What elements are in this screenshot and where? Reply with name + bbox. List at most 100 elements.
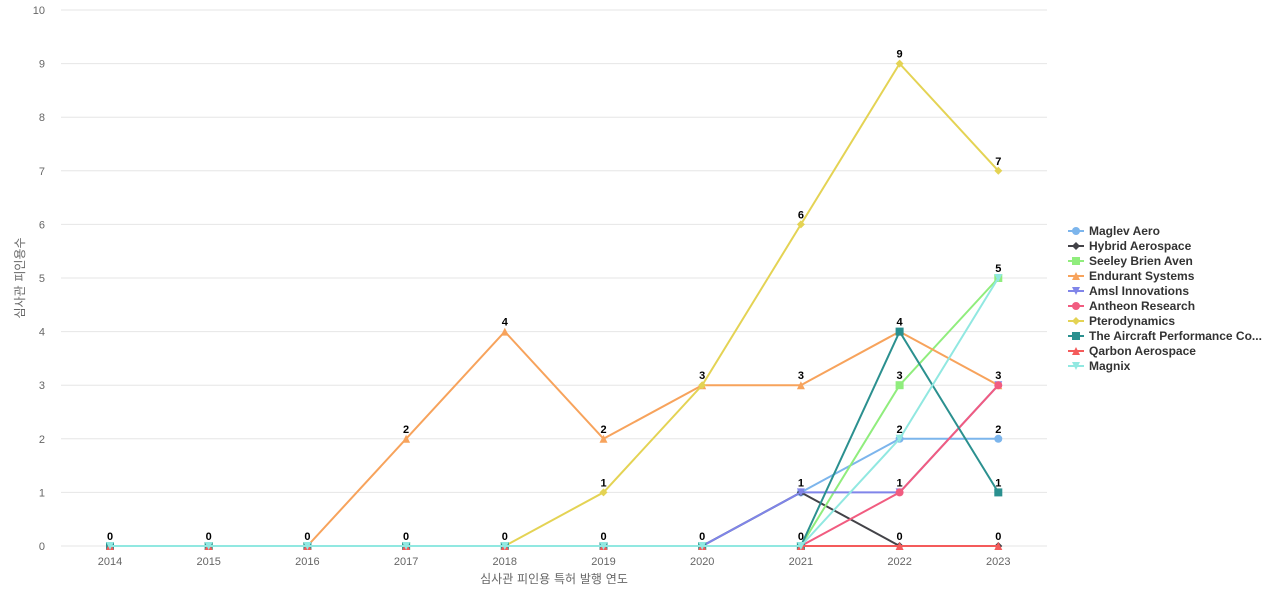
series-pterodynamics[interactable] [106,59,1003,550]
data-point [895,542,904,550]
data-point [599,488,608,497]
data-label: 0 [995,531,1001,543]
x-tick-label: 2016 [295,556,319,568]
data-point [994,166,1003,175]
x-axis-ticks: 2014 2015 2016 2017 2018 2019 2020 2021 2022 2023 [98,556,1011,568]
legend-item[interactable]: Qarbon Aerospace [1068,344,1196,358]
y-tick-label: 2 [39,434,45,446]
data-labels: 0 0 0 0 2 0 4 0 1 2 0 3 0 1 3 6 0 1 2 3 4 9 0 1 2 3 5 7 [107,49,1001,543]
legend-marker [1072,302,1080,310]
legend-label: Antheon Research [1089,299,1195,313]
legend-marker [1072,317,1080,325]
legend-item[interactable]: Pterodynamics [1068,314,1175,328]
data-point [402,542,411,550]
legend-marker [1072,287,1080,295]
series-line [110,384,1000,547]
legend-label: Maglev Aero [1089,224,1160,238]
legend-marker [1072,332,1080,340]
data-label: 2 [897,424,903,436]
data-point [204,542,213,550]
data-point [895,434,904,443]
data-label: 0 [897,531,903,543]
data-label: 2 [600,424,606,436]
data-label: 7 [995,156,1001,168]
y-tick-label: 4 [39,327,45,339]
data-label: 0 [107,531,113,543]
data-label: 2 [403,424,409,436]
legend-marker [1072,227,1080,235]
data-point [994,434,1003,443]
series-layer [106,59,1003,550]
grid [61,9,1047,547]
series-amsl-innovations[interactable] [106,381,1003,550]
data-point [895,59,904,68]
data-point [895,381,904,390]
legend-label: Endurant Systems [1089,269,1195,283]
data-label: 4 [502,317,509,329]
data-point [500,327,509,336]
data-point [599,434,608,443]
legend-label: The Aircraft Performance Co... [1089,329,1262,343]
legend-marker [1072,362,1080,370]
y-tick-label: 0 [39,541,45,553]
data-point [796,542,805,550]
data-point [698,542,707,550]
data-point [994,274,1003,282]
x-tick-label: 2021 [789,556,813,568]
legend-item[interactable]: Amsl Innovations [1068,284,1189,298]
series-antheon-research[interactable] [106,381,1003,550]
legend-item[interactable]: Antheon Research [1068,299,1195,313]
legend-item[interactable]: The Aircraft Performance Co... [1068,329,1262,343]
data-label: 0 [206,531,212,543]
data-label: 0 [502,531,508,543]
data-label: 1 [897,477,903,489]
data-point [500,542,509,550]
data-label: 1 [995,477,1001,489]
y-axis-title: 심사관 피인용수 [13,237,27,318]
x-tick-label: 2020 [690,556,714,568]
series-line [110,277,1000,547]
data-point [402,434,411,443]
series-magnix[interactable] [106,274,1003,550]
data-label: 1 [798,477,804,489]
series-line [110,61,1000,547]
data-label: 2 [995,424,1001,436]
legend-item[interactable]: Maglev Aero [1068,224,1160,238]
series-line [110,277,1000,547]
data-label: 3 [995,370,1001,382]
legend-item[interactable]: Seeley Brien Aven [1068,254,1193,268]
data-point [599,542,608,550]
data-label: 0 [798,531,804,543]
data-label: 0 [403,531,409,543]
data-label: 0 [600,531,606,543]
data-label: 0 [304,531,310,543]
data-point [895,327,904,336]
y-tick-label: 9 [39,59,45,71]
legend-item[interactable]: Magnix [1068,359,1131,373]
y-tick-label: 10 [33,5,45,17]
legend-marker [1072,347,1080,355]
legend-label: Seeley Brien Aven [1089,254,1193,268]
legend-item[interactable]: Hybrid Aerospace [1068,239,1192,253]
x-tick-label: 2017 [394,556,418,568]
data-label: 3 [897,370,903,382]
data-label: 9 [897,49,903,61]
legend-marker [1072,272,1080,280]
data-label: 4 [897,317,904,329]
series-line [110,384,1000,547]
data-label: 6 [798,209,804,221]
data-point [796,220,805,229]
legend-label: Qarbon Aerospace [1089,344,1196,358]
y-tick-label: 7 [39,166,45,178]
data-point [303,542,312,550]
legend-label: Magnix [1089,359,1131,373]
data-point [994,488,1003,497]
legend-item[interactable]: Endurant Systems [1068,269,1195,283]
y-tick-label: 3 [39,380,45,392]
data-point [698,381,707,390]
legend-label: Pterodynamics [1089,314,1175,328]
x-tick-label: 2019 [591,556,615,568]
y-axis-ticks: 0 1 2 3 4 5 6 7 8 9 10 [33,5,45,553]
y-tick-label: 6 [39,219,45,231]
